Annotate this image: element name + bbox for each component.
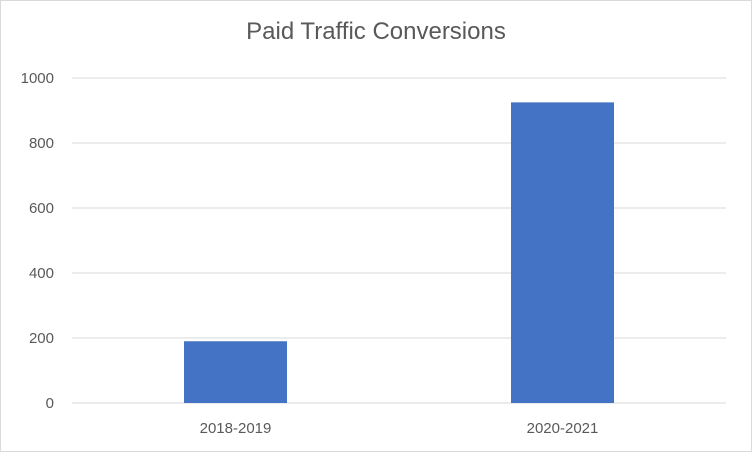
gridlines <box>72 77 726 404</box>
y-tick-label: 1000 <box>21 70 54 87</box>
y-tick-label: 0 <box>46 395 54 412</box>
x-category-label: 2020-2021 <box>527 420 599 437</box>
y-tick-label: 600 <box>29 200 54 217</box>
x-axis-labels: 2018-2019 2020-2021 <box>200 420 599 437</box>
y-tick-label: 200 <box>29 330 54 347</box>
chart-title: Paid Traffic Conversions <box>246 18 506 45</box>
y-axis-ticks: 0 200 400 600 800 1000 <box>21 70 54 412</box>
bar-2018-2019 <box>184 341 287 403</box>
y-tick-label: 800 <box>29 135 54 152</box>
bars <box>184 102 614 403</box>
y-tick-label: 400 <box>29 265 54 282</box>
bar-2020-2021 <box>511 102 614 403</box>
x-category-label: 2018-2019 <box>200 420 272 437</box>
